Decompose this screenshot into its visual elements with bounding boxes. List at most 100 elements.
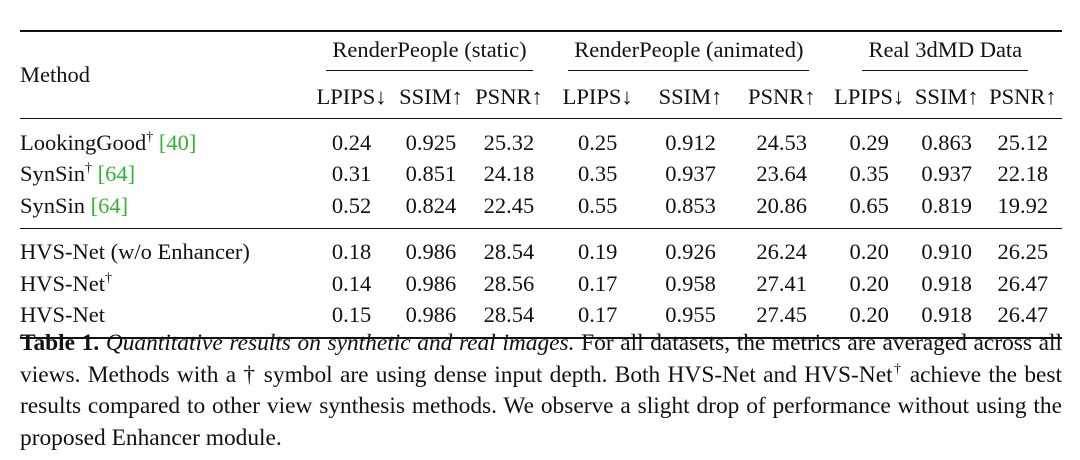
method-name: SynSin <box>20 192 86 218</box>
metric-value: 0.17 <box>577 302 618 327</box>
group-header: RenderPeople (animated) <box>568 38 810 72</box>
metric-value: 26.47 <box>997 270 1049 296</box>
results-table-body: LookingGood† [40] 0.24 0.925 25.32 0.25 0.912… <box>20 118 1062 339</box>
metric-value: 0.29 <box>849 129 889 155</box>
metric-value: 0.910 <box>921 239 973 264</box>
method-name: HVS-Net <box>20 302 105 327</box>
citation-link[interactable]: [64] <box>90 192 129 218</box>
method-name: SynSin <box>20 161 86 186</box>
method-cell: SynSin [64] <box>20 190 310 228</box>
table-row: LookingGood† [40] 0.24 0.925 25.32 0.25 0.912… <box>20 118 1062 159</box>
metric-header: LPIPS↓ <box>562 83 633 109</box>
metric-value: 23.64 <box>756 161 808 186</box>
group-header-cell: RenderPeople (static) <box>310 31 549 76</box>
metric-header-row: LPIPS↓ SSIM↑ PSNR↑ LPIPS↓ SSIM↑ PSNR↑ LPIPS↓ SS… <box>20 76 1062 119</box>
group-header-row: Method RenderPeople (static) RenderPeopl… <box>20 31 1062 85</box>
metric-value: 25.12 <box>997 129 1049 155</box>
method-cell: HVS-Net† <box>20 268 310 300</box>
metric-header: SSIM↑ <box>399 83 463 109</box>
results-table: Method RenderPeople (static) RenderPeopl… <box>20 30 1062 339</box>
table-row: HVS-Net (w/o Enhancer) 0.18 0.986 28.54 0.19… <box>20 228 1062 268</box>
metric-value: 0.819 <box>921 192 973 218</box>
metric-value: 0.31 <box>331 161 372 186</box>
results-table-container: Method RenderPeople (static) RenderPeopl… <box>20 30 1062 339</box>
metric-value: 0.20 <box>849 270 889 296</box>
metric-value: 0.20 <box>849 302 889 327</box>
metric-value: 0.17 <box>577 270 618 296</box>
metric-header: SSIM↑ <box>914 83 979 109</box>
metric-value: 0.25 <box>577 129 618 155</box>
metric-value: 0.15 <box>331 302 372 327</box>
metric-value: 0.937 <box>921 161 973 186</box>
caption-text-part-1: For all datasets, the metrics are averag… <box>20 330 1062 388</box>
metric-value: 24.18 <box>483 161 535 186</box>
metric-value: 28.56 <box>483 270 535 296</box>
metric-value: 0.853 <box>665 192 716 218</box>
metric-value: 0.986 <box>405 302 457 327</box>
group-header: Real 3dMD Data <box>862 38 1029 72</box>
metric-header: PSNR↑ <box>747 83 816 109</box>
group-header-cell: Real 3dMD Data <box>829 31 1062 76</box>
metric-value: 0.955 <box>665 302 716 327</box>
metric-value: 0.925 <box>405 129 457 155</box>
table-caption: Table 1. Quantitative results on synthet… <box>20 328 1062 454</box>
metric-header: PSNR↑ <box>475 83 543 109</box>
metric-value: 0.918 <box>921 270 973 296</box>
method-name: LookingGood <box>20 129 147 155</box>
metric-value: 0.19 <box>577 239 618 264</box>
metric-value: 25.32 <box>483 129 535 155</box>
dagger-mark: † <box>105 270 112 286</box>
citation-link[interactable]: [40] <box>158 129 197 155</box>
metric-value: 26.25 <box>997 239 1049 264</box>
metric-value: 27.45 <box>756 302 808 327</box>
table-row: HVS-Net† 0.14 0.986 28.56 0.17 0.958 27.41 0.20… <box>20 268 1062 300</box>
dagger-mark: † <box>85 161 93 176</box>
caption-label: Table 1. <box>20 330 100 356</box>
metric-header: LPIPS↓ <box>834 83 905 109</box>
metric-value: 0.824 <box>405 192 457 218</box>
metric-header: LPIPS↓ <box>316 83 387 109</box>
metric-value: 24.53 <box>756 129 808 155</box>
metric-value: 0.912 <box>665 129 716 155</box>
caption-title: Quantitative results on synthetic and re… <box>105 330 575 356</box>
metric-value: 0.986 <box>405 270 457 296</box>
method-name: HVS-Net (w/o Enhancer) <box>20 239 250 264</box>
metric-value: 0.986 <box>405 239 457 264</box>
metric-value: 0.35 <box>577 161 618 186</box>
method-cell: SynSin† [64] <box>20 159 310 191</box>
metric-header: PSNR↑ <box>989 83 1057 109</box>
table-row: SynSin [64] 0.52 0.824 22.45 0.55 0.853 20.86 0… <box>20 190 1062 228</box>
method-cell: LookingGood† [40] <box>20 119 310 159</box>
method-cell: HVS-Net <box>20 300 310 339</box>
citation-link[interactable]: [64] <box>97 161 136 186</box>
group-header-cell: RenderPeople (animated) <box>549 31 829 76</box>
group-header: RenderPeople (static) <box>326 38 533 72</box>
metric-value: 0.958 <box>665 270 716 296</box>
metric-value: 0.937 <box>665 161 716 186</box>
metric-value: 0.851 <box>405 161 457 186</box>
method-name: HVS-Net <box>20 270 105 296</box>
metric-value: 0.863 <box>921 129 973 155</box>
metric-value: 28.54 <box>483 302 535 327</box>
caption-text-part-2: achieve the best results compared to oth… <box>20 361 1063 451</box>
metric-value: 0.918 <box>921 302 973 327</box>
caption-dagger: † <box>892 361 903 377</box>
metric-value: 0.20 <box>849 239 889 264</box>
table-row: SynSin† [64] 0.31 0.851 24.18 0.35 0.937 23.64… <box>20 159 1062 191</box>
metric-header: SSIM↑ <box>658 83 723 109</box>
metric-value: 0.18 <box>331 239 372 264</box>
metric-value: 0.55 <box>577 192 618 218</box>
table-row: HVS-Net 0.15 0.986 28.54 0.17 0.955 27.45 0.20 0… <box>20 300 1062 339</box>
method-cell: HVS-Net (w/o Enhancer) <box>20 228 310 268</box>
method-header: Method <box>20 61 90 87</box>
dagger-mark: † <box>146 129 154 145</box>
metric-value: 28.54 <box>483 239 535 264</box>
metric-value: 19.92 <box>997 192 1049 218</box>
metric-value: 20.86 <box>756 192 808 218</box>
metric-value: 27.41 <box>756 270 808 296</box>
metric-value: 26.24 <box>756 239 808 264</box>
metric-value: 0.926 <box>665 239 716 264</box>
metric-value: 0.24 <box>331 129 372 155</box>
metric-value: 0.52 <box>331 192 372 218</box>
metric-value: 0.35 <box>849 161 889 186</box>
